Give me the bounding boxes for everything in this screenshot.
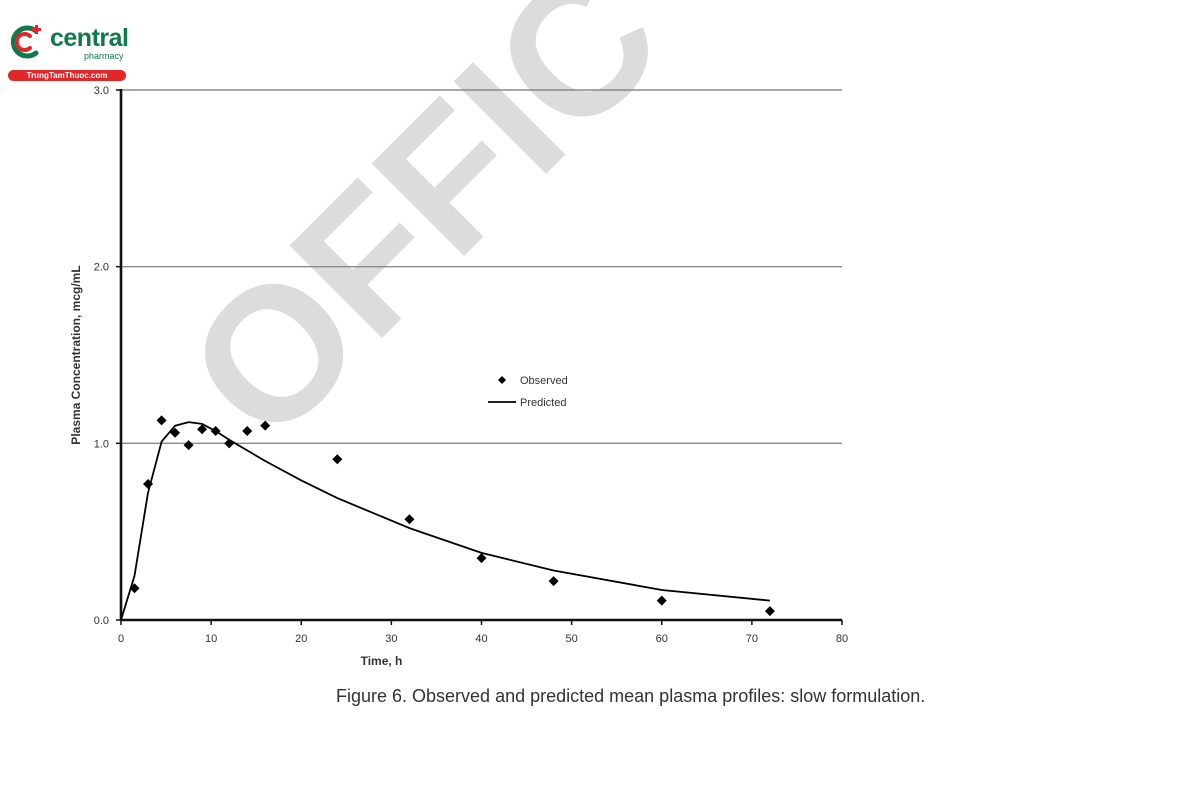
observed-point	[260, 420, 271, 431]
observed-point	[242, 425, 253, 436]
x-tick-label: 0	[118, 633, 124, 645]
x-tick-label: 40	[475, 633, 487, 645]
observed-point	[656, 595, 667, 606]
y-tick-label: 3.0	[94, 85, 109, 97]
legend-label: Predicted	[520, 397, 566, 409]
y-tick-label: 0.0	[94, 615, 109, 627]
watermark-text: OFFIC	[148, 0, 701, 480]
y-axis-label: Plasma Concentration, mcg/mL	[69, 265, 83, 444]
axis-labels: Time, h Plasma Concentration, mcg/mL	[69, 265, 402, 668]
observed-point	[170, 427, 181, 438]
x-tick-label: 60	[656, 633, 668, 645]
observed-point	[404, 514, 415, 525]
x-tick-label: 70	[746, 633, 758, 645]
grid-lines	[121, 89, 842, 445]
x-tick-label: 10	[205, 633, 217, 645]
central-pharmacy-logo-icon	[10, 25, 41, 59]
brand-url-badge: TrungTamThuoc.com	[8, 70, 126, 81]
x-tick-label: 20	[295, 633, 307, 645]
legend-diamond-swatch	[498, 376, 506, 384]
tick-labels: 0.0 1.0 2.0 3.0 0 10 20 30 40 50 60 70 80	[94, 85, 848, 645]
data-series	[120, 415, 775, 621]
legend-label: Observed	[520, 375, 568, 387]
observed-point	[476, 553, 487, 564]
observed-point	[548, 576, 559, 587]
observed-point	[764, 606, 775, 617]
y-tick-label: 1.0	[94, 438, 109, 450]
x-tick-label: 50	[566, 633, 578, 645]
x-axis-label: Time, h	[361, 654, 403, 668]
brand-logo: central pharmacy TrungTamThuoc.com	[6, 22, 130, 82]
x-tick-label: 80	[836, 633, 848, 645]
watermark: OFFIC	[148, 0, 701, 480]
observed-point	[197, 424, 208, 435]
observed-point	[156, 415, 167, 426]
legend-box	[483, 367, 581, 415]
y-tick-label: 2.0	[94, 262, 109, 274]
observed-point	[332, 454, 343, 465]
legend: Observed Predicted	[483, 367, 581, 415]
brand-subtitle: pharmacy	[84, 51, 124, 61]
observed-point	[183, 440, 194, 451]
figure-caption: Figure 6. Observed and predicted mean pl…	[336, 686, 926, 706]
brand-name: central	[50, 24, 129, 52]
x-tick-label: 30	[385, 633, 397, 645]
predicted-line	[120, 421, 770, 621]
